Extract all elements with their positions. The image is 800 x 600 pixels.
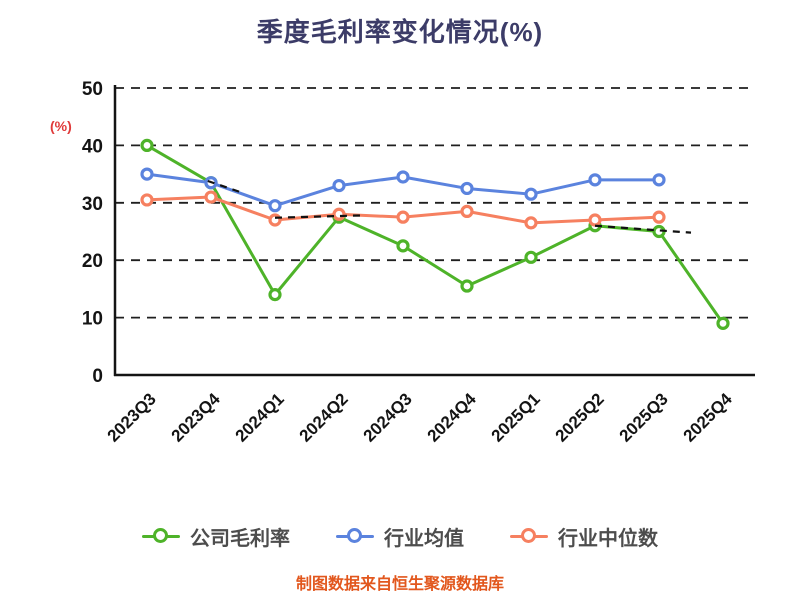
industry-median-data-point bbox=[460, 204, 474, 219]
chart-legend: 公司毛利率 行业均值 行业中位数 bbox=[0, 522, 800, 551]
legend-label-industry-median: 行业中位数 bbox=[558, 528, 658, 550]
industry-average-series bbox=[140, 167, 666, 213]
x-tick-label: 2024Q2 bbox=[296, 389, 352, 445]
company-gross-margin-data-point bbox=[716, 316, 730, 330]
orange-line-circle-marker-icon bbox=[510, 528, 548, 545]
overlap-dash-segment bbox=[207, 179, 241, 193]
industry-median-data-point bbox=[204, 190, 218, 204]
y-tick-label: 20 bbox=[82, 251, 103, 272]
y-tick-label: 40 bbox=[82, 136, 103, 157]
industry-median-data-point bbox=[652, 210, 666, 224]
industry-average-data-point bbox=[652, 173, 666, 187]
industry-average-data-point bbox=[140, 167, 154, 181]
x-tick-label: 2025Q4 bbox=[680, 389, 737, 446]
company-gross-margin-data-point bbox=[268, 288, 282, 302]
legend-item-company-gross-margin: 公司毛利率 bbox=[142, 522, 290, 551]
industry-average-data-point bbox=[268, 199, 282, 213]
company-gross-margin-line bbox=[145, 143, 725, 325]
company-gross-margin-data-point bbox=[396, 239, 410, 253]
x-tick-label: 2023Q4 bbox=[168, 389, 225, 446]
x-tick-label: 2024Q3 bbox=[360, 389, 416, 445]
company-gross-margin-series bbox=[140, 138, 730, 330]
legend-label-industry-average: 行业均值 bbox=[384, 528, 464, 550]
y-tick-label: 10 bbox=[82, 309, 103, 330]
industry-average-data-point bbox=[460, 181, 474, 196]
industry-average-data-point bbox=[588, 173, 602, 187]
company-gross-margin-data-point bbox=[460, 279, 474, 293]
y-tick-label: 50 bbox=[82, 79, 103, 100]
overlap-dash-segment bbox=[274, 214, 362, 219]
company-gross-margin-data-point bbox=[140, 138, 154, 152]
industry-median-data-point bbox=[588, 213, 602, 227]
x-tick-label: 2023Q3 bbox=[104, 389, 160, 445]
y-axis-unit-label: (%) bbox=[50, 118, 72, 134]
data-source-caption: 制图数据来自恒生聚源数据库 bbox=[295, 576, 504, 593]
x-tick-label: 2024Q4 bbox=[424, 389, 481, 446]
industry-average-data-point bbox=[332, 178, 346, 193]
industry-median-data-point bbox=[396, 210, 410, 224]
x-tick-label: 2025Q1 bbox=[488, 389, 544, 445]
industry-median-series bbox=[140, 190, 666, 230]
x-tick-label: 2025Q3 bbox=[616, 389, 672, 445]
legend-label-company-gross-margin: 公司毛利率 bbox=[190, 528, 290, 550]
overlap-dash-segment bbox=[594, 224, 692, 234]
x-tick-label: 2025Q2 bbox=[552, 389, 608, 445]
x-tick-label: 2024Q1 bbox=[232, 389, 288, 445]
legend-item-industry-average: 行业均值 bbox=[336, 522, 464, 551]
blue-line-circle-marker-icon bbox=[336, 528, 374, 545]
company-gross-margin-data-point bbox=[524, 250, 538, 264]
industry-average-data-point bbox=[396, 170, 410, 184]
green-line-circle-marker-icon bbox=[142, 528, 180, 545]
y-tick-label: 0 bbox=[92, 366, 103, 387]
industry-median-data-point bbox=[140, 193, 154, 207]
legend-item-industry-median: 行业中位数 bbox=[510, 522, 658, 551]
y-tick-label: 30 bbox=[82, 194, 103, 215]
industry-average-data-point bbox=[524, 187, 538, 201]
chart-title: 季度毛利率变化情况(%) bbox=[256, 17, 544, 47]
industry-median-data-point bbox=[524, 216, 538, 230]
industry-median-data-point bbox=[332, 207, 346, 221]
industry-median-data-point bbox=[268, 213, 282, 227]
